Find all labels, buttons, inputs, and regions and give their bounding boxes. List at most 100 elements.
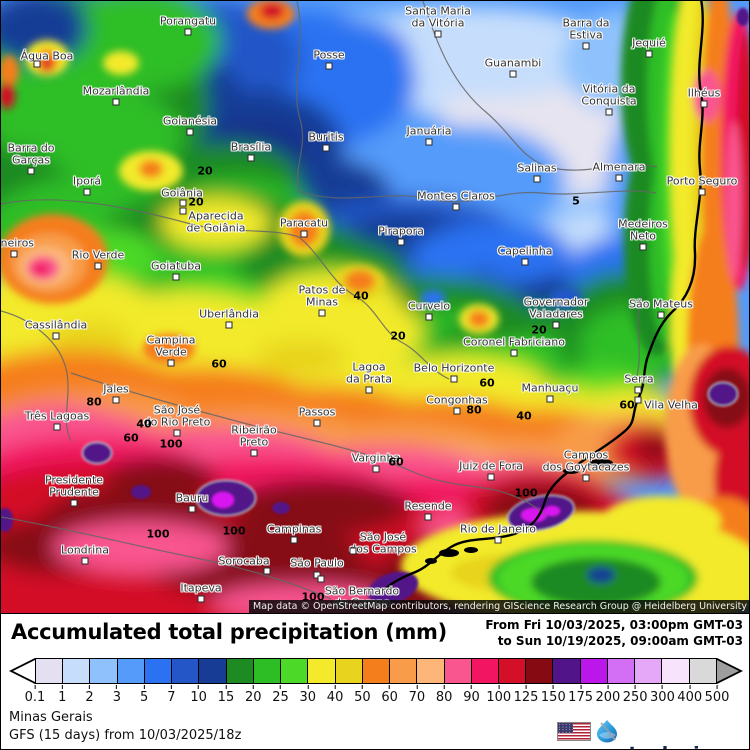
forecast-period-from: From Fri 10/03/2025, 03:00pm GMT-03 <box>485 618 743 632</box>
city-label: Pirapora <box>378 224 424 238</box>
city-marker <box>425 138 433 146</box>
contour-value-label: 20 <box>188 195 204 209</box>
city-marker <box>172 273 180 281</box>
city-marker <box>450 375 458 383</box>
city-label: Campos dos Goytacazes <box>542 448 630 473</box>
city-marker <box>494 536 502 544</box>
city-label: Medeiros Neto <box>618 217 668 242</box>
city-marker <box>521 258 529 266</box>
contour-value-label: 60 <box>619 398 635 412</box>
city-label: Goiânia <box>161 186 203 200</box>
city-label: Serra <box>624 372 654 386</box>
precipitation-map: Porangatu Santa Maria da Vitória Água Boa Ba… <box>1 1 749 613</box>
city-label: Santa Maria da Vitória <box>405 4 471 29</box>
city-label: Uberlândia <box>199 307 259 321</box>
city-marker <box>453 407 461 415</box>
city-marker <box>325 62 333 70</box>
legend-tick-label: 2 <box>85 685 94 705</box>
brand-text: meteologix.com <box>597 743 749 749</box>
legend-tick-label: 200 <box>595 685 620 705</box>
city-marker <box>188 505 196 513</box>
city-marker <box>300 230 308 238</box>
city-marker <box>263 567 271 575</box>
region-label: Minas Gerais <box>9 710 93 725</box>
legend-tick-label: 0.1 <box>25 685 45 705</box>
scale-tick-labels: 0.1 1 2 3 5 7 10 15 20 25 30 40 50 60 70 80 90 100 125 150 1… <box>9 685 743 707</box>
brand-logo[interactable]: meteologix.com <box>595 719 749 749</box>
city-marker <box>225 321 233 329</box>
legend-cell <box>497 658 526 684</box>
contour-value-label: 20 <box>197 164 213 178</box>
city-marker <box>546 395 554 403</box>
city-marker <box>247 154 255 162</box>
legend-cell <box>389 658 417 684</box>
city-marker <box>94 262 102 270</box>
city-marker <box>634 386 642 394</box>
legend-cell <box>35 658 63 684</box>
city-label: São José dos Campos <box>349 530 417 555</box>
city-label: Goianésia <box>162 114 218 128</box>
legend-cell <box>661 658 689 684</box>
city-label: Capelinha <box>497 244 553 258</box>
contour-value-label: 5 <box>572 194 580 208</box>
scale-cells <box>35 658 717 684</box>
city-marker <box>425 313 433 321</box>
legend-cell <box>634 658 662 684</box>
city-marker <box>186 128 194 136</box>
city-label: Mozarlândia <box>82 84 150 98</box>
city-label: Rio de Janeiro <box>460 522 536 536</box>
legend-tick-label: 5 <box>140 685 148 705</box>
coastline <box>381 1 704 593</box>
legend-tick-label: 1 <box>58 685 66 705</box>
contour-value-label: 60 <box>479 376 495 390</box>
legend-tick-label: 500 <box>705 685 729 705</box>
legend-cell <box>62 658 90 684</box>
city-marker <box>700 100 708 108</box>
city-marker <box>167 359 175 367</box>
city-marker <box>582 474 590 482</box>
contour-value-label: 80 <box>86 395 102 409</box>
legend-tick-label: 7 <box>167 685 176 705</box>
contour-value-label: 100 <box>159 437 183 451</box>
city-label: Paracatu <box>279 216 329 230</box>
city-label: Patos de Minas <box>298 283 346 308</box>
city-label: Três Lagoas <box>24 409 90 423</box>
city-label: Porangatu <box>159 14 217 28</box>
map-label-layer: Porangatu Santa Maria da Vitória Água Boa Ba… <box>1 1 749 613</box>
legend-tick-label: 175 <box>568 685 593 705</box>
city-label: Goiatuba <box>150 259 202 273</box>
legend-cell <box>470 658 498 684</box>
city-label: Bauru <box>175 491 209 505</box>
city-label: Londrina <box>61 543 109 557</box>
legend-tick-label: 150 <box>541 685 566 705</box>
scale-left-arrow-icon <box>9 658 35 684</box>
city-marker <box>510 349 518 357</box>
city-label: Buritis <box>308 130 344 144</box>
city-label: Ilhéus <box>687 86 721 100</box>
city-label: Varginha <box>351 451 401 465</box>
city-label: Aparecida de Goiânia <box>186 209 246 234</box>
legend-tick-label: 100 <box>486 685 511 705</box>
scale-right-arrow-icon <box>717 658 743 684</box>
city-label: São José do Rio Preto <box>143 403 211 428</box>
city-marker <box>582 42 590 50</box>
legend-tick-label: 25 <box>272 685 289 705</box>
city-marker <box>313 571 321 579</box>
model-run-label: GFS (15 days) from 10/03/2025/18z <box>9 728 242 743</box>
city-marker <box>509 70 517 78</box>
city-label: Barra da Estiva <box>562 16 610 41</box>
coastal-islands <box>425 459 613 564</box>
city-marker <box>10 250 18 258</box>
precipitation-color-scale <box>9 658 743 684</box>
legend-cell <box>688 658 717 684</box>
city-label: Água Boa <box>20 49 74 63</box>
contour-value-label: 60 <box>123 431 139 445</box>
city-marker <box>615 174 623 182</box>
city-marker <box>317 575 325 583</box>
contour-value-label: 60 <box>388 455 404 469</box>
contour-value-label: 40 <box>353 289 369 303</box>
city-marker <box>434 30 442 38</box>
city-label: São Mateus <box>629 297 693 311</box>
legend-tick-label: 400 <box>677 685 702 705</box>
city-label: Manhuaçu <box>521 381 579 395</box>
